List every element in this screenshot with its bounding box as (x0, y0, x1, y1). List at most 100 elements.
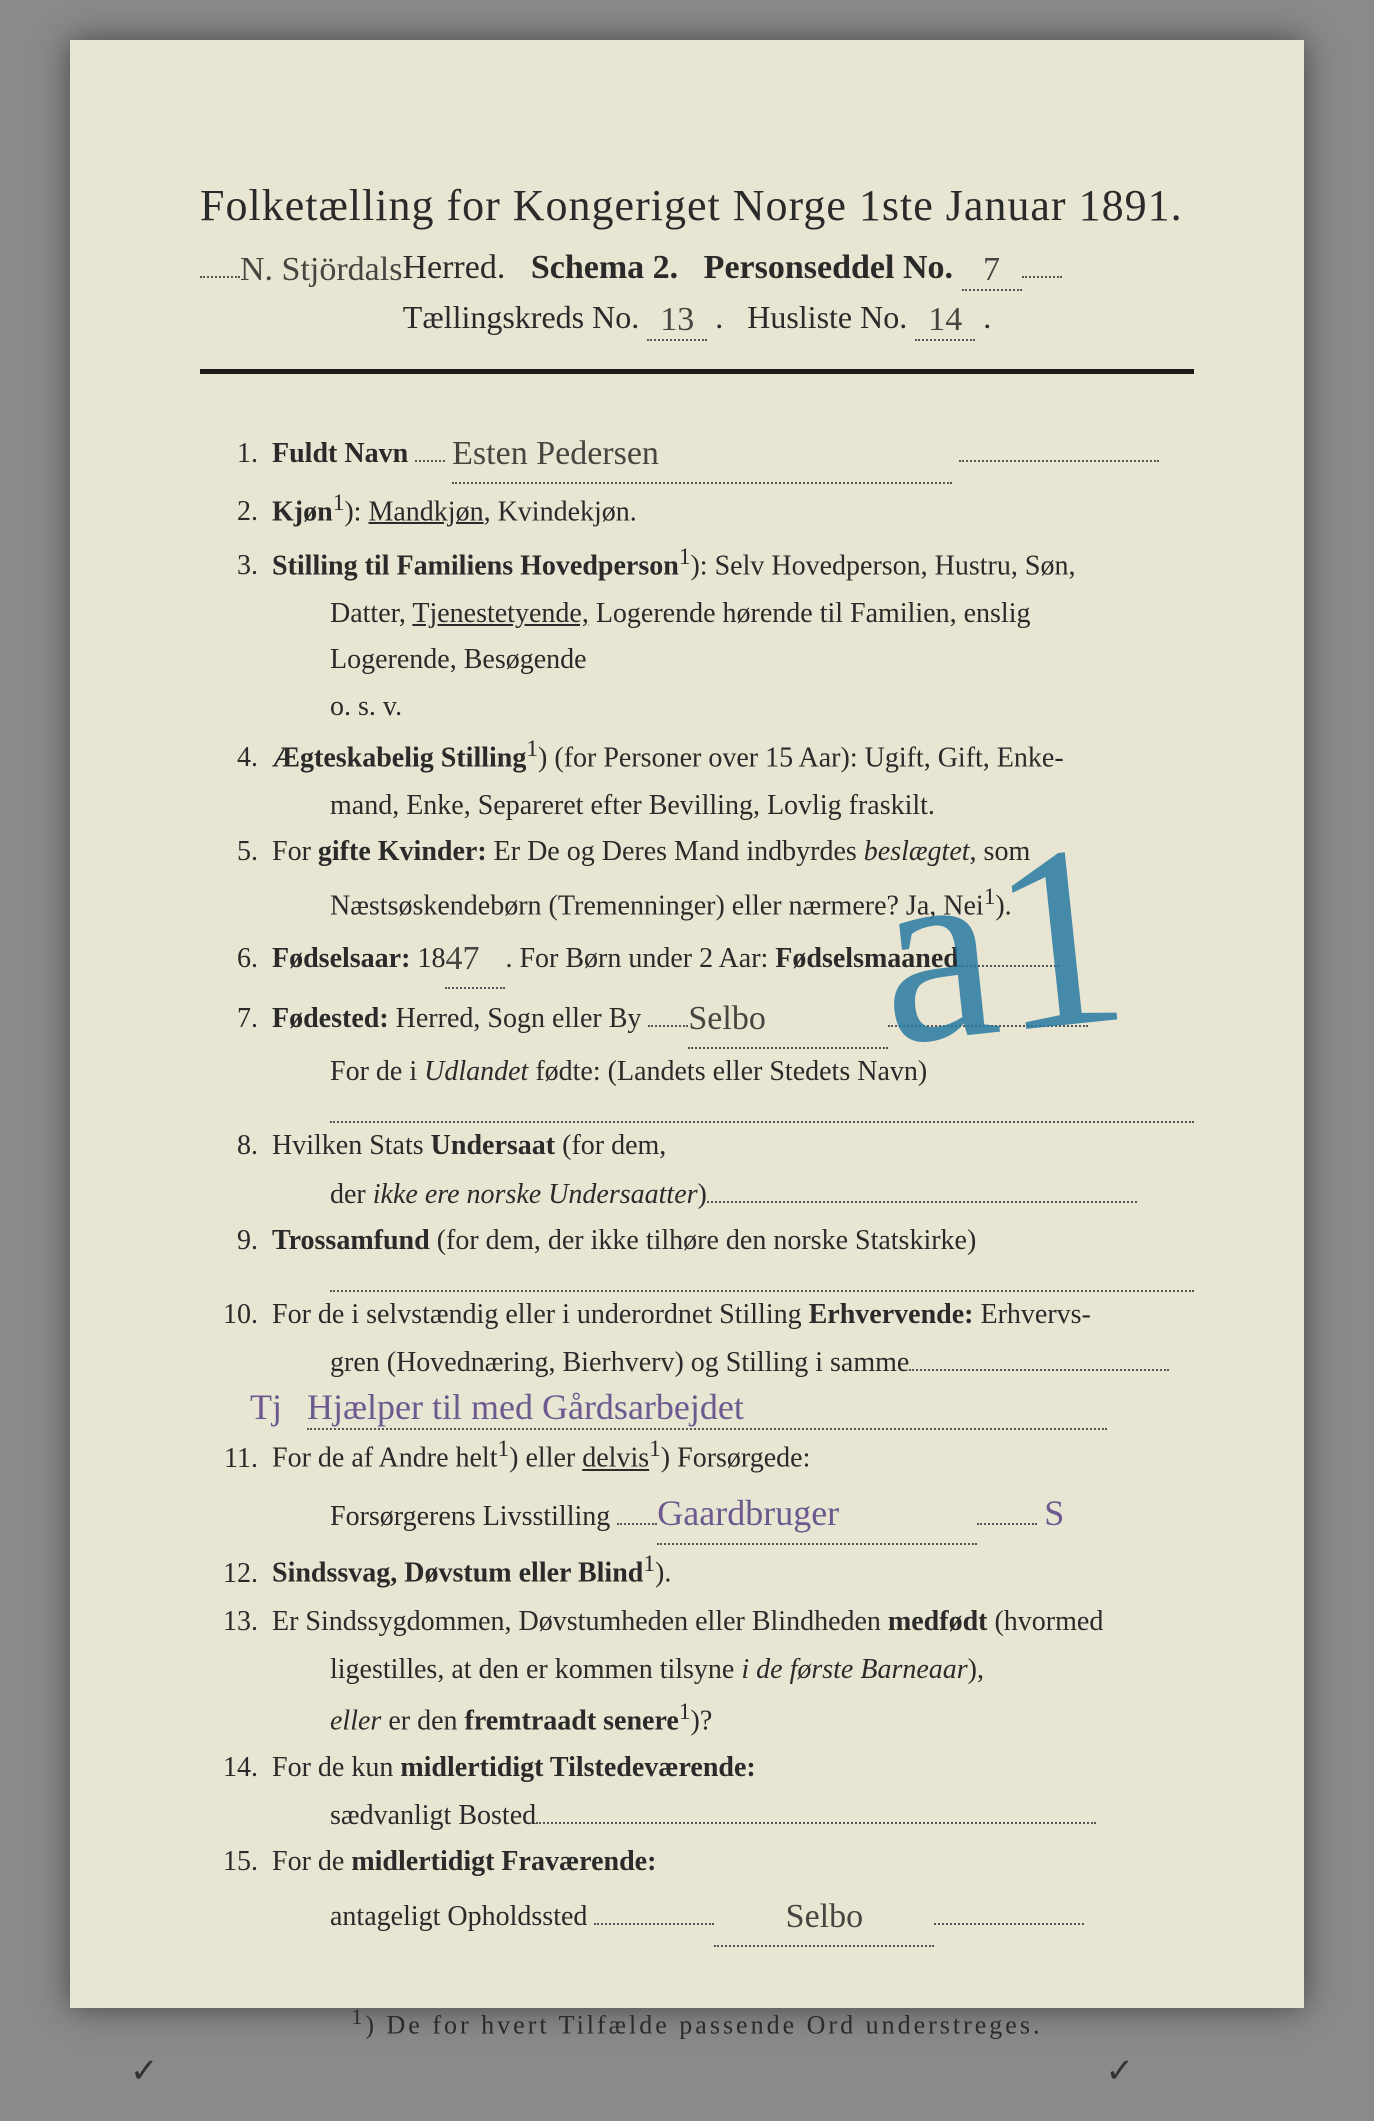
row-8: 8. Hvilken Stats Undersaat (for dem, (200, 1123, 1194, 1169)
row-num: 1. (200, 431, 272, 477)
row-num: 15. (200, 1839, 272, 1885)
text: sædvanligt Bosted (330, 1800, 536, 1831)
label-kjon: Kjøn (272, 496, 333, 527)
text: ) Forsørgede: (661, 1443, 811, 1474)
text: ) (for Personer over 15 Aar): Ugift, Gif… (538, 742, 1064, 773)
text: ) (698, 1179, 707, 1210)
text: Erhvervs- (973, 1299, 1090, 1330)
option-kvindekjon: Kvindekjøn. (498, 496, 637, 527)
personseddel-no: 7 (962, 251, 1022, 291)
row-num: 11. (200, 1436, 272, 1482)
em: eller (330, 1706, 381, 1737)
text: Hvilken Stats (272, 1130, 431, 1161)
row-num: 4. (200, 735, 272, 781)
label-fodselsaar: Fødselsaar: (272, 943, 410, 974)
tkreds-no: 13 (647, 301, 707, 341)
page-title: Folketælling for Kongeriget Norge 1ste J… (200, 180, 1194, 231)
mark-icon: ✓ (130, 2051, 159, 2091)
option-tjenestetyende: Tjenestetyende, (412, 598, 588, 629)
sup: 1 (643, 1551, 655, 1577)
row-num: 9. (200, 1218, 272, 1264)
text: fødte: (Landets eller Stedets Navn) (528, 1056, 927, 1087)
row-4: 4. Ægteskabelig Stilling1) (for Personer… (200, 730, 1194, 782)
row-15: 15. For de midlertidigt Fraværende: (200, 1839, 1194, 1885)
text: ): (344, 496, 368, 527)
field-birthplace: Selbo (688, 991, 888, 1049)
text: antageligt Opholdssted (330, 1901, 587, 1932)
text: som (977, 836, 1031, 867)
em: beslægtet, (864, 836, 977, 867)
label-trossamfund: Trossamfund (272, 1225, 430, 1256)
row-2: 2. Kjøn1): Mandkjøn, Kvindekjøn. (200, 484, 1194, 536)
text: For de af Andre helt (272, 1443, 498, 1474)
label-medfodt: medfødt (888, 1606, 988, 1637)
row-7: 7. Fødested: Herred, Sogn eller By Selbo (200, 989, 1194, 1047)
option-mandkjon: Mandkjøn (368, 496, 483, 527)
text: ): Selv Hovedperson, Hustru, Søn, (690, 550, 1075, 581)
sup: 1 (333, 490, 345, 516)
field-occupation: Hjælper til med Gårdsarbejdet (307, 1386, 1107, 1430)
row-1: 1. Fuldt Navn Esten Pedersen (200, 424, 1194, 482)
row-13-cont: ligestilles, at den er kommen tilsyne i … (330, 1647, 1194, 1693)
sup: 1 (498, 1436, 510, 1462)
blank-line (330, 1101, 1194, 1123)
field-forsorger: Gaardbruger (657, 1484, 977, 1545)
row-8-cont: der ikke ere norske Undersaatter) (330, 1172, 1194, 1218)
row-num: 6. (200, 936, 272, 982)
row-14-cont: sædvanligt Bosted (330, 1793, 1194, 1839)
row-6: 6. Fødselsaar: 1847. For Børn under 2 Aa… (200, 929, 1194, 987)
text: Næstsøskendebørn (Tremenninger) eller næ… (330, 890, 984, 921)
mark-icon: ✓ (1106, 2051, 1135, 2091)
text: Herred, Sogn eller By (389, 1003, 642, 1034)
blank-line (330, 1270, 1194, 1292)
text: (for dem, (555, 1130, 666, 1161)
field-name: Esten Pedersen (452, 426, 952, 484)
text: Er Sindssygdommen, Døvstumheden eller Bl… (272, 1606, 888, 1637)
em: ikke ere norske Undersaatter (373, 1179, 698, 1210)
row-13-cont2: eller er den fremtraadt senere1)? (330, 1693, 1194, 1745)
row-3: 3. Stilling til Familiens Hovedperson1):… (200, 538, 1194, 590)
text: For de (272, 1846, 351, 1877)
row-3-cont2: Logerende, Besøgende (330, 637, 1194, 683)
field-birthyear: 47 (445, 931, 505, 989)
option-delvis: delvis (582, 1443, 649, 1474)
text: For de i (330, 1056, 424, 1087)
herred-name-handwritten: N. Stjördals (240, 251, 402, 289)
em: Udlandet (424, 1056, 528, 1087)
row-5-cont: Næstsøskendebørn (Tremenninger) eller næ… (330, 878, 1194, 930)
subtitle-line-1: N. StjördalsHerred. Schema 2. Personsedd… (200, 249, 1194, 289)
text: Logerende hørende til Familien, enslig (589, 598, 1031, 629)
text: 18 (410, 943, 445, 974)
row-num: 5. (200, 829, 272, 875)
row-12: 12. Sindssvag, Døvstum eller Blind1). (200, 1545, 1194, 1597)
tkreds-label: Tællingskreds No. (403, 299, 639, 335)
text: ). (995, 890, 1011, 921)
text: ), (968, 1654, 984, 1685)
sup: 1 (352, 2005, 366, 2029)
label-undersaat: Undersaat (431, 1130, 555, 1161)
text: er den (381, 1706, 464, 1737)
row-10-hand: Tj Hjælper til med Gårdsarbejdet (250, 1386, 1194, 1430)
sup: 1 (679, 544, 691, 570)
sup: 1 (649, 1436, 661, 1462)
row-11: 11. For de af Andre helt1) eller delvis1… (200, 1430, 1194, 1482)
text: Er De og Deres Mand indbyrdes (487, 836, 864, 867)
divider (200, 369, 1194, 374)
sup: 1 (984, 884, 996, 910)
label-fodested: Fødested: (272, 1003, 389, 1034)
em: i de første Barneaar (741, 1654, 967, 1685)
text: For de i selvstændig eller i underordnet… (272, 1299, 809, 1330)
text: ) eller (509, 1443, 582, 1474)
row-num: 8. (200, 1123, 272, 1169)
row-3-cont: Datter, Tjenestetyende, Logerende hørend… (330, 591, 1194, 637)
text: gren (Hovednæring, Bierhverv) og Stillin… (330, 1347, 909, 1378)
herred-label: Herred. (402, 249, 505, 286)
sup: 1 (679, 1699, 691, 1725)
label-stilling: Stilling til Familiens Hovedperson (272, 550, 679, 581)
text: (for dem, der ikke tilhøre den norske St… (430, 1225, 977, 1256)
text: Datter, (330, 598, 412, 629)
row-4-cont: mand, Enke, Separeret efter Bevilling, L… (330, 783, 1194, 829)
sup: 1 (526, 736, 538, 762)
row-num: 3. (200, 543, 272, 589)
label-aegteskab: Ægteskabelig Stilling (272, 742, 526, 773)
